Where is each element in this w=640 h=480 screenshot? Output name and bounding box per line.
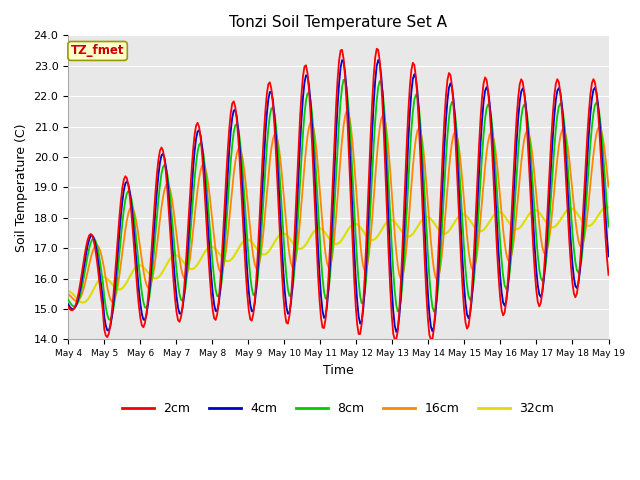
X-axis label: Time: Time — [323, 363, 354, 377]
Text: TZ_fmet: TZ_fmet — [71, 45, 124, 58]
Y-axis label: Soil Temperature (C): Soil Temperature (C) — [15, 123, 28, 252]
Title: Tonzi Soil Temperature Set A: Tonzi Soil Temperature Set A — [229, 15, 447, 30]
Legend: 2cm, 4cm, 8cm, 16cm, 32cm: 2cm, 4cm, 8cm, 16cm, 32cm — [117, 397, 559, 420]
